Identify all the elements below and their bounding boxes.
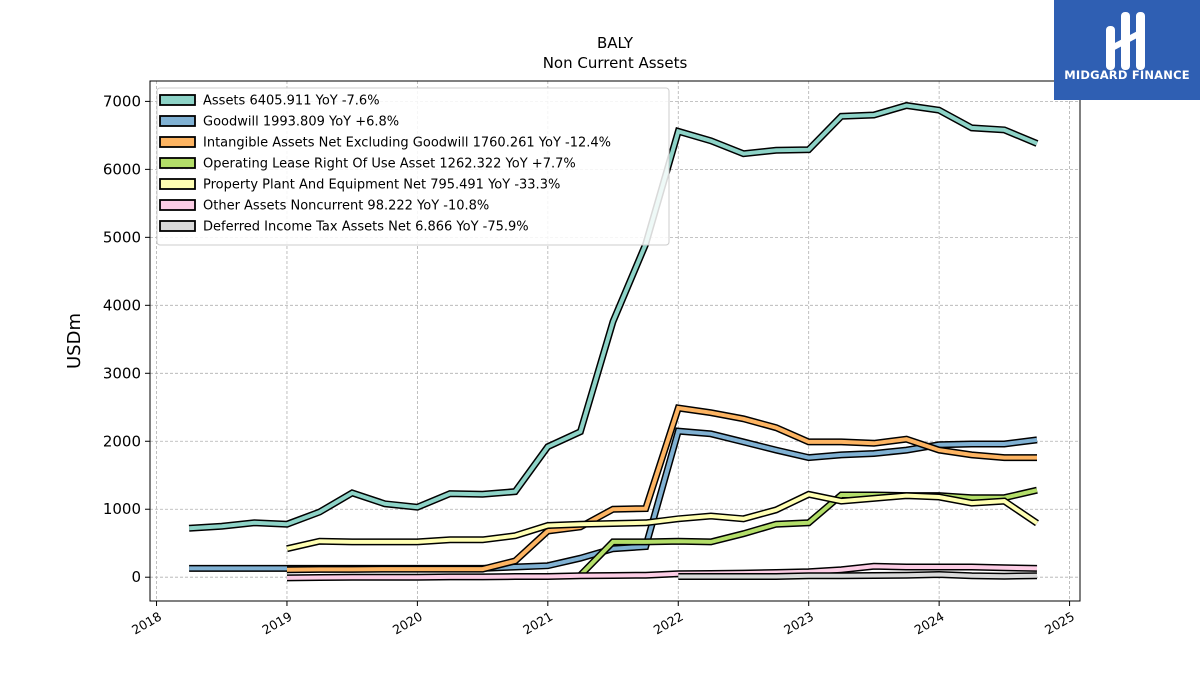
brand-logo: MIDGARD FINANCE <box>1054 0 1200 100</box>
y-tick-label-3: 3000 <box>103 364 141 382</box>
x-tick-label-5: 2023 <box>781 609 816 638</box>
chart-subtitle: Non Current Assets <box>543 54 688 72</box>
legend-swatch-1 <box>159 115 196 127</box>
series-6 <box>678 570 1038 580</box>
legend-swatch-0 <box>159 94 196 106</box>
series-4 <box>286 490 1039 553</box>
series-0 <box>188 101 1039 532</box>
legend-label-5: Other Assets Noncurrent 98.222 YoY -10.8… <box>203 199 489 214</box>
brand-name: MIDGARD FINANCE <box>1064 68 1190 82</box>
x-tick-label-0: 2018 <box>129 609 164 638</box>
series-3 <box>577 486 1038 578</box>
x-tick-label-2: 2020 <box>390 609 425 638</box>
legend-box <box>156 87 670 246</box>
chart-title: BALY <box>597 34 634 52</box>
legend-item-6: Deferred Income Tax Assets Net 6.866 YoY… <box>159 220 529 235</box>
legend-label-0: Assets 6405.911 YoY -7.6% <box>203 94 380 109</box>
y-tick-label-6: 6000 <box>103 160 141 178</box>
legend-label-3: Operating Lease Right Of Use Asset 1262.… <box>203 157 576 172</box>
plot-frame <box>149 80 1081 602</box>
legend-item-1: Goodwill 1993.809 YoY +6.8% <box>159 115 399 130</box>
legend-swatch-4 <box>159 178 196 190</box>
x-tick-label-7: 2025 <box>1042 609 1077 638</box>
midgard-logo-icon <box>1106 12 1145 70</box>
y-axis: 0 1000 2000 3000 4000 5000 6000 7000 <box>103 92 150 586</box>
legend: Assets 6405.911 YoY -7.6% Goodwill 1993.8… <box>156 87 670 246</box>
y-tick-label-0: 0 <box>131 568 141 586</box>
series-1 <box>189 427 1038 572</box>
legend-swatch-5 <box>159 199 196 211</box>
y-axis-label: USDm <box>64 313 85 369</box>
series-line-3 <box>578 488 1038 577</box>
series-layer <box>188 101 1039 582</box>
legend-item-2: Intangible Assets Net Excluding Goodwill… <box>159 136 611 151</box>
x-tick-label-3: 2021 <box>520 609 555 638</box>
legend-swatch-3 <box>159 157 196 169</box>
x-tick-label-4: 2022 <box>651 609 686 638</box>
series-5 <box>286 562 1038 582</box>
y-tick-label-1: 1000 <box>103 500 141 518</box>
legend-label-1: Goodwill 1993.809 YoY +6.8% <box>203 115 399 130</box>
x-tick-label-1: 2019 <box>259 609 294 638</box>
legend-swatch-6 <box>159 220 196 232</box>
y-tick-label-5: 5000 <box>103 228 141 246</box>
y-tick-label-2: 2000 <box>103 432 141 450</box>
legend-item-3: Operating Lease Right Of Use Asset 1262.… <box>159 157 576 172</box>
legend-label-6: Deferred Income Tax Assets Net 6.866 YoY… <box>203 220 529 235</box>
y-tick-label-4: 4000 <box>103 296 141 314</box>
x-axis: 2018 2019 2020 2021 2022 2023 2024 2025 <box>129 601 1077 638</box>
series-line-5 <box>286 564 1038 580</box>
series-line-6 <box>678 572 1038 579</box>
legend-label-2: Intangible Assets Net Excluding Goodwill… <box>203 136 611 151</box>
series-line-0 <box>188 103 1038 531</box>
legend-item-0: Assets 6405.911 YoY -7.6% <box>159 94 380 109</box>
legend-label-4: Property Plant And Equipment Net 795.491… <box>203 178 560 193</box>
legend-item-4: Property Plant And Equipment Net 795.491… <box>159 178 560 193</box>
series-line-2 <box>286 405 1037 572</box>
legend-item-5: Other Assets Noncurrent 98.222 YoY -10.8… <box>159 199 489 214</box>
x-tick-label-6: 2024 <box>912 609 947 638</box>
series-2 <box>286 404 1037 574</box>
legend-swatch-2 <box>159 136 196 148</box>
series-line-4 <box>286 492 1039 551</box>
y-tick-label-7: 7000 <box>103 92 141 110</box>
